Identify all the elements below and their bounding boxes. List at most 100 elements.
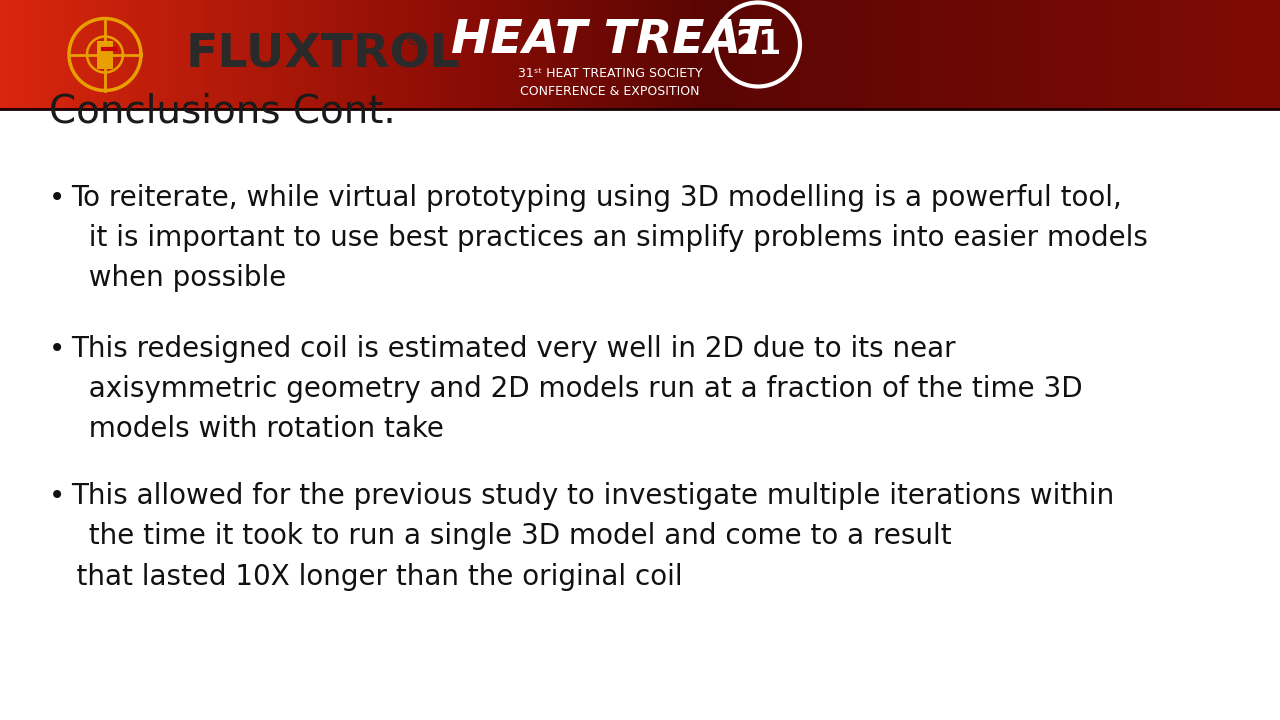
Bar (1066, 0, 1070, 109)
Bar (979, 0, 982, 109)
Bar (342, 0, 344, 109)
Text: •: • (49, 482, 65, 510)
Bar (956, 0, 959, 109)
Bar (815, 0, 818, 109)
Bar (166, 0, 169, 109)
Bar (781, 0, 783, 109)
Bar (883, 0, 886, 109)
Bar (687, 0, 690, 109)
Bar (26, 0, 28, 109)
Bar (650, 0, 654, 109)
Bar (1020, 0, 1023, 109)
Bar (221, 0, 225, 109)
Bar (527, 0, 530, 109)
Bar (93, 0, 97, 109)
Bar (1069, 0, 1071, 109)
Bar (330, 0, 334, 109)
Bar (32, 0, 35, 109)
Bar (1085, 0, 1089, 109)
Bar (813, 0, 815, 109)
Bar (804, 0, 808, 109)
Bar (1097, 0, 1100, 109)
Bar (995, 0, 997, 109)
Bar (1071, 0, 1074, 109)
Bar (518, 0, 521, 109)
Bar (202, 0, 206, 109)
Bar (736, 0, 739, 109)
Bar (77, 0, 79, 109)
Bar (964, 0, 968, 109)
Bar (868, 0, 872, 109)
Bar (99, 0, 101, 109)
Bar (870, 0, 873, 109)
Bar (211, 0, 214, 109)
Bar (243, 0, 246, 109)
Bar (154, 0, 156, 109)
Bar (1263, 0, 1266, 109)
Bar (934, 0, 937, 109)
Bar (445, 0, 449, 109)
Bar (218, 0, 220, 109)
Bar (538, 0, 540, 109)
Bar (451, 0, 453, 109)
Bar (1002, 0, 1006, 109)
Bar (698, 0, 700, 109)
Bar (791, 0, 795, 109)
Bar (817, 0, 820, 109)
Bar (138, 0, 142, 109)
Bar (721, 0, 724, 109)
Bar (230, 0, 233, 109)
Bar (937, 0, 940, 109)
Bar (35, 0, 37, 109)
Bar (695, 0, 699, 109)
Bar (320, 0, 323, 109)
Bar (279, 0, 283, 109)
Bar (1009, 0, 1012, 109)
Bar (1276, 0, 1279, 109)
Text: To reiterate, while virtual prototyping using 3D modelling is a powerful tool,
 : To reiterate, while virtual prototyping … (70, 184, 1147, 292)
Bar (717, 0, 719, 109)
Bar (444, 0, 447, 109)
Bar (1188, 0, 1192, 109)
Bar (1239, 0, 1243, 109)
Bar (125, 0, 129, 109)
Bar (246, 0, 248, 109)
Bar (4, 0, 8, 109)
Bar (51, 0, 54, 109)
Bar (931, 0, 933, 109)
Bar (1030, 0, 1033, 109)
Bar (643, 0, 645, 109)
Bar (1143, 0, 1147, 109)
Bar (484, 0, 488, 109)
Bar (337, 0, 340, 109)
Bar (394, 0, 398, 109)
Bar (1047, 0, 1051, 109)
Bar (38, 0, 41, 109)
Bar (131, 0, 133, 109)
Bar (207, 0, 210, 109)
Bar (375, 0, 379, 109)
Bar (1101, 0, 1103, 109)
Bar (13, 0, 15, 109)
Bar (1251, 0, 1253, 109)
Bar (611, 0, 613, 109)
Bar (1142, 0, 1144, 109)
Bar (132, 0, 136, 109)
Bar (390, 0, 393, 109)
Bar (323, 0, 325, 109)
Bar (585, 0, 588, 109)
Bar (819, 0, 822, 109)
Bar (828, 0, 831, 109)
Bar (685, 0, 687, 109)
Bar (343, 0, 347, 109)
Bar (826, 0, 828, 109)
Bar (864, 0, 867, 109)
Bar (701, 0, 705, 109)
Bar (982, 0, 984, 109)
Bar (509, 0, 513, 109)
Bar (169, 0, 172, 109)
Bar (67, 0, 69, 109)
Bar (771, 0, 773, 109)
Bar (224, 0, 227, 109)
Bar (704, 0, 707, 109)
